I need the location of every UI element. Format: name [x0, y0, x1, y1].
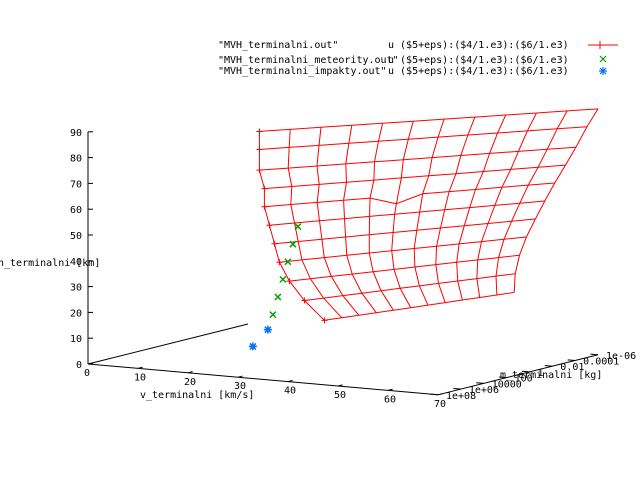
surface-row-line [259, 146, 576, 171]
legend-star-marker [599, 67, 607, 75]
surface-row-line [259, 126, 588, 150]
surface-column-line [456, 114, 507, 301]
y-tick [544, 365, 553, 367]
surface-series [256, 108, 599, 324]
legend-x-marker [599, 55, 607, 63]
surface-row-line [264, 164, 566, 190]
surface-column-line [343, 125, 377, 313]
surface-row-line [289, 254, 520, 282]
surface-row-line [324, 291, 515, 321]
x-tick [437, 393, 443, 396]
surface-column-line [287, 129, 343, 319]
surface-column-line [413, 118, 445, 306]
meteorite-point [279, 275, 287, 283]
x-tick [287, 379, 293, 383]
y-tick-label: 1e+06 [469, 385, 499, 396]
y-tick [476, 382, 484, 384]
x-axis-line [87, 363, 439, 396]
z-tick-label: 90 [70, 128, 82, 139]
surface-column-line [258, 131, 325, 321]
x-tick-label: 0 [84, 368, 90, 379]
meteorite-point [294, 223, 302, 231]
axes [87, 131, 599, 396]
surface-column-line [391, 121, 414, 308]
y-axis-line [437, 354, 599, 396]
x-tick-label: 40 [284, 386, 296, 397]
x-tick [337, 384, 343, 387]
x-tick-label: 60 [384, 394, 396, 405]
x-tick [87, 362, 93, 365]
x-tick [387, 388, 393, 391]
surface-row-line [304, 273, 516, 301]
x-tick-label: 20 [184, 377, 196, 388]
x-axis-label: v_terminalni [km/s] [140, 390, 254, 401]
y-tick [453, 387, 461, 390]
x-tick-label: 50 [334, 390, 346, 401]
meteorite-point [274, 293, 282, 301]
surface-row-line [259, 108, 599, 132]
impact-point [248, 342, 257, 351]
surface-row-line [264, 182, 555, 208]
legend-entry-file: "MVH_terminalni_impakty.out" [218, 66, 387, 77]
x-tick [237, 375, 243, 378]
surface-column-line [435, 116, 476, 303]
meteorite-point [269, 311, 277, 319]
z-tick-label: 40 [70, 257, 82, 268]
y-tick-label: 1e-06 [606, 351, 636, 362]
surface-column-line [368, 123, 394, 311]
y-axis-back-line [87, 323, 249, 365]
x-tick-label: 10 [134, 372, 146, 383]
y-tick [499, 376, 507, 379]
surface-row-line [269, 200, 545, 226]
legend: "MVH_terminalni.out" u ($5+eps):($4/1.e3… [218, 40, 618, 77]
legend-entry-using: u ($5+eps):($4/1.e3):($6/1.e3) [388, 40, 569, 51]
x-tick-label: 70 [434, 399, 446, 410]
meteorite-point [289, 240, 297, 248]
legend-entry-file: "MVH_terminalni.out" [218, 40, 338, 51]
y-tick-label: 100 [515, 374, 533, 385]
legend-entry-using: u ($5+eps):($4/1.e3):($6/1.e3) [388, 66, 569, 77]
y-tick [567, 359, 576, 361]
z-tick-label: 50 [70, 231, 82, 242]
y-tick-label: 0.01 [560, 362, 584, 373]
legend-entry-file: "MVH_terminalni_meteority.out" [218, 55, 399, 66]
y-tick-label: 10000 [492, 379, 522, 390]
y-tick-label: 1e+08 [446, 391, 476, 402]
z-tick-label: 60 [70, 205, 82, 216]
meteorite-point [284, 258, 292, 266]
legend-plus-marker [596, 41, 604, 49]
x-tick-label: 30 [234, 381, 246, 392]
surface-column-line [495, 110, 568, 296]
surface-row-line [279, 236, 527, 263]
z-tick-label: 0 [76, 360, 82, 371]
x-tick [187, 371, 193, 374]
y-tick-label: 1 [537, 368, 543, 379]
z-tick-label: 10 [70, 334, 82, 345]
x-tick [137, 366, 143, 369]
point-series [248, 223, 302, 351]
z-axis-label: h_terminalni [km] [0, 258, 100, 269]
z-tick-label: 80 [70, 154, 82, 165]
surface-column-line [316, 127, 360, 316]
y-axis-label: m_terminalni [kg] [500, 370, 602, 381]
surface-row-line [274, 218, 536, 245]
surface-point-marker [321, 317, 328, 324]
z-tick-label: 30 [70, 283, 82, 294]
y-tick [590, 353, 599, 356]
y-tick [430, 393, 439, 396]
z-tick-label: 70 [70, 179, 82, 190]
surface-column-line [476, 112, 537, 298]
y-tick [521, 370, 530, 373]
y-tick-label: 0.0001 [583, 356, 619, 367]
impact-point [263, 325, 272, 334]
z-tick-label: 20 [70, 308, 82, 319]
surface-column-line [513, 108, 599, 293]
legend-entry-using: u ($5+eps):($4/1.e3):($6/1.e3) [388, 55, 569, 66]
